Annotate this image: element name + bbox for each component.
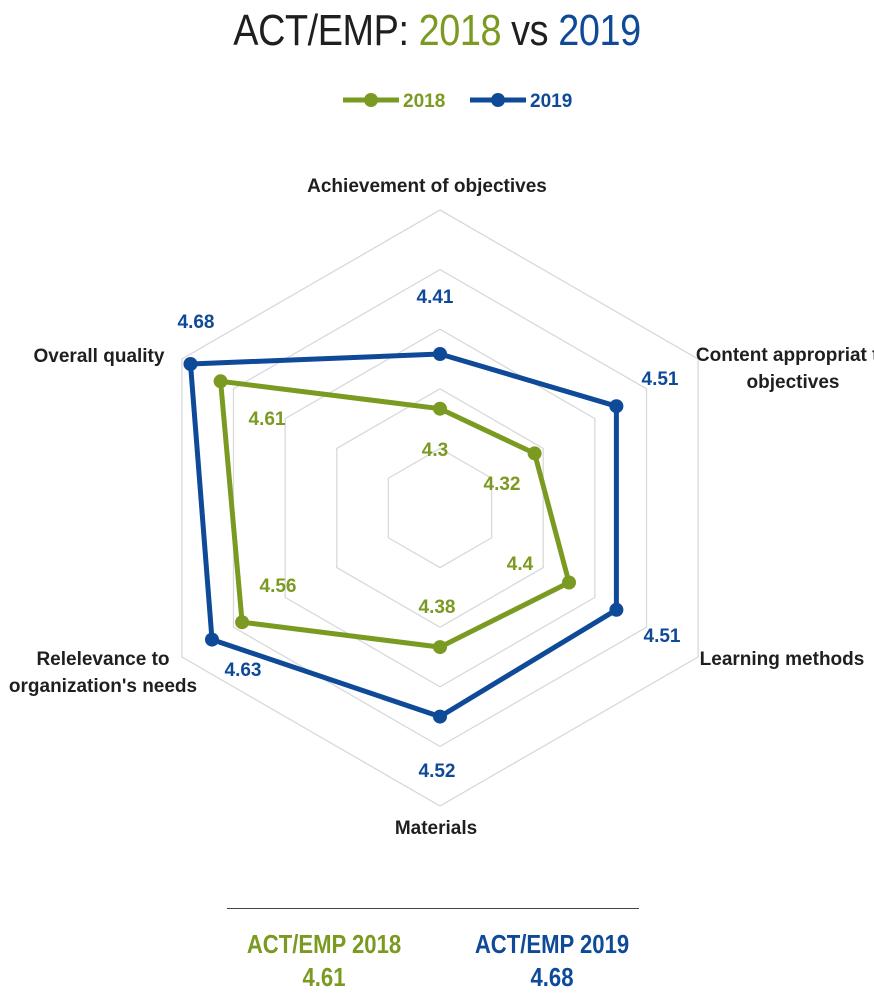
summary-2019-value: 4.68 (530, 962, 574, 992)
axis-label: Overall quality (34, 346, 165, 367)
data-label-2019: 4.52 (419, 761, 456, 782)
summary-2019: ACT/EMP 2019 4.68 (442, 928, 663, 994)
series-2019-point (609, 399, 624, 414)
data-label-2018: 4.61 (249, 409, 286, 430)
grid-ring (284, 328, 596, 688)
series-2018-point (433, 401, 447, 416)
title-joiner: vs (501, 6, 559, 55)
series-2018-point (433, 640, 447, 655)
data-label-2018: 4.32 (484, 474, 521, 495)
legend-marker-2018 (364, 93, 378, 107)
summary-divider (227, 908, 639, 909)
chart-title: ACT/EMP: 2018 vs 2019 (61, 6, 813, 56)
axis-label: Materials (395, 818, 477, 839)
data-label-2019: 4.51 (644, 626, 681, 647)
series-2019-point (433, 709, 447, 724)
data-label-2018: 4.38 (419, 597, 456, 618)
series-2018-point (213, 374, 228, 389)
series-2019-point (609, 602, 624, 617)
axis-label: Learning methods (700, 649, 865, 670)
series-2018-point (562, 575, 576, 590)
series-2019-point (205, 632, 219, 647)
summary-2018-value: 4.61 (302, 962, 346, 992)
legend-marker-2019 (491, 93, 505, 107)
grid-ring (181, 209, 699, 807)
legend-label-2018: 2018 (403, 91, 445, 112)
data-label-2018: 4.56 (260, 576, 297, 597)
summary-2018: ACT/EMP 2018 4.61 (214, 928, 435, 994)
grid-ring (336, 388, 544, 628)
grid-ring (232, 268, 648, 748)
series-2018-point (527, 446, 542, 461)
summary-2018-label: ACT/EMP 2018 (246, 929, 402, 959)
axis-label: Achievement of objectives (307, 176, 547, 197)
radar-chart: Achievement of objectives Content appropr… (9, 91, 874, 839)
axis-label: organization's needs (9, 676, 197, 697)
data-label-2018: 4.3 (422, 440, 448, 461)
title-prefix: ACT/EMP: (233, 6, 419, 55)
series-2018-point (235, 615, 250, 630)
data-label-2018: 4.4 (507, 554, 534, 575)
series-2019-point (183, 357, 198, 371)
legend-label-2019: 2019 (530, 91, 572, 112)
summary-2019-label: ACT/EMP 2019 (474, 929, 630, 959)
title-year-2018: 2018 (418, 6, 502, 55)
data-label-2019: 4.41 (417, 287, 454, 308)
series-2019-point (433, 347, 447, 361)
data-label-2019: 4.63 (225, 660, 262, 681)
title-year-2019: 2019 (558, 6, 641, 55)
data-label-2019: 4.51 (642, 369, 679, 390)
grid-ring (387, 447, 493, 569)
axis-label: objectives (747, 372, 840, 393)
axis-label: Relelevance to (36, 649, 169, 670)
data-label-2019: 4.68 (178, 312, 215, 333)
axis-label: Content appropriat to (696, 345, 874, 366)
